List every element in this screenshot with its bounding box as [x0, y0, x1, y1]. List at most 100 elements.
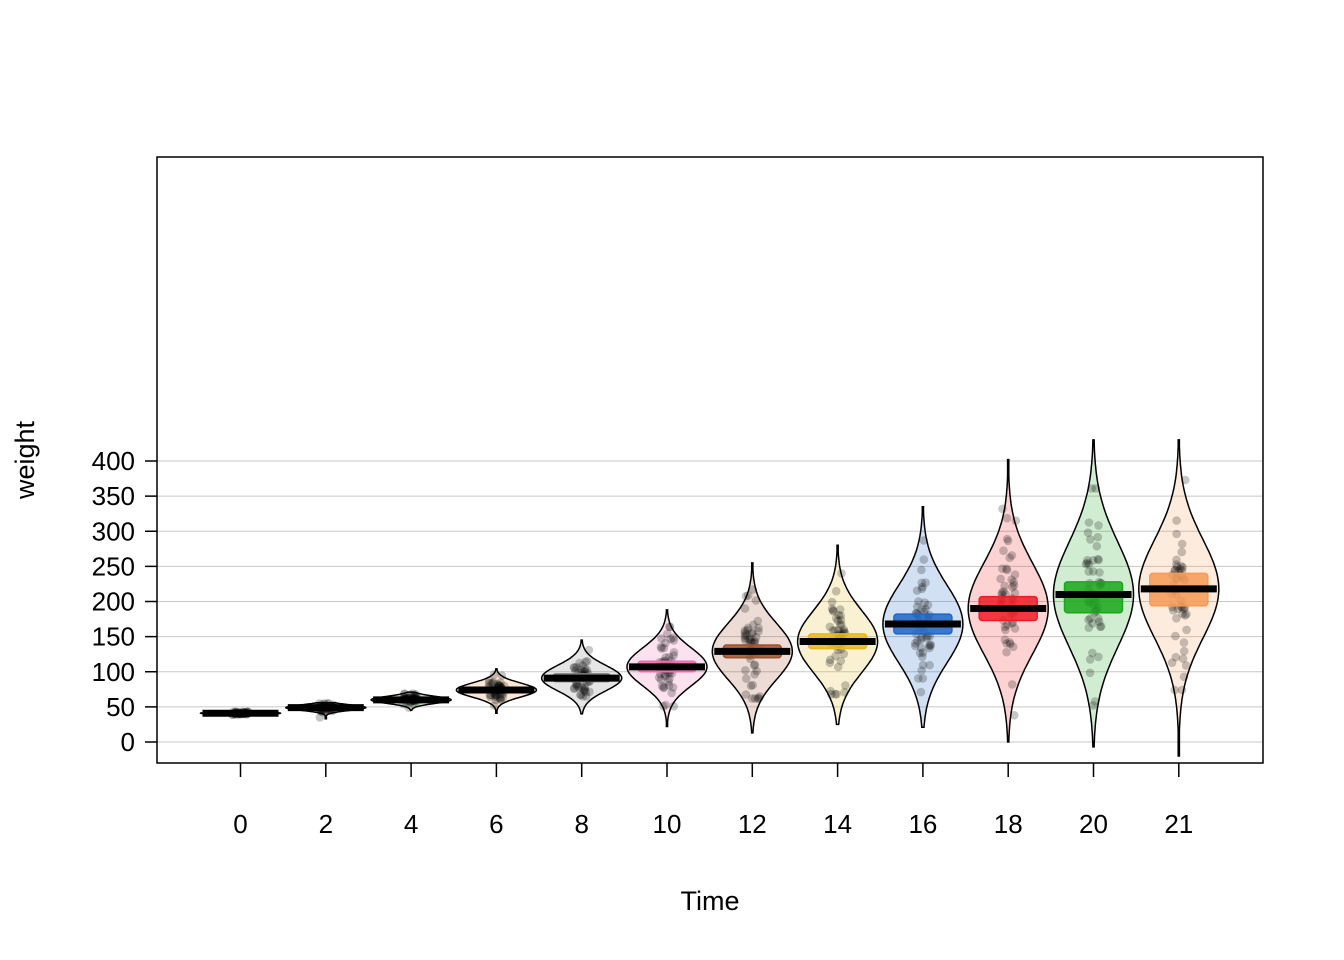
data-point	[669, 636, 679, 645]
data-point	[495, 694, 505, 704]
data-point	[1094, 521, 1103, 530]
data-point	[1096, 622, 1105, 632]
data-point	[924, 641, 934, 650]
data-point	[1088, 556, 1098, 565]
data-point	[1002, 564, 1011, 573]
data-point	[1002, 513, 1012, 523]
data-point	[315, 713, 325, 722]
data-point	[740, 604, 750, 613]
x-tick-label: 14	[823, 809, 852, 839]
data-point	[834, 610, 843, 620]
data-point	[1180, 611, 1190, 620]
data-point	[667, 688, 676, 698]
x-tick-label: 10	[653, 809, 682, 839]
data-point	[1093, 532, 1103, 542]
data-point	[1092, 541, 1102, 551]
data-point	[1178, 609, 1187, 619]
data-point	[496, 693, 505, 703]
data-point	[1010, 588, 1020, 598]
data-point	[659, 701, 668, 711]
data-point	[748, 585, 758, 594]
data-point	[831, 614, 841, 623]
y-tick-label: 150	[92, 622, 135, 652]
data-point	[917, 633, 926, 642]
data-point	[827, 604, 837, 614]
data-point	[1010, 570, 1020, 579]
data-point	[1083, 528, 1093, 537]
y-axis-title: weight	[10, 420, 40, 500]
data-point	[572, 662, 581, 672]
data-point	[1000, 622, 1010, 632]
data-point	[836, 611, 846, 621]
data-point	[1085, 655, 1095, 664]
data-point	[917, 666, 926, 675]
data-point	[1182, 609, 1191, 619]
data-point	[750, 670, 759, 679]
data-point	[748, 628, 757, 638]
data-point	[491, 695, 501, 705]
data-point	[661, 700, 670, 710]
data-point	[1084, 567, 1094, 576]
data-point	[496, 678, 505, 687]
data-point	[660, 671, 670, 681]
data-point	[1172, 560, 1181, 569]
data-point	[664, 681, 674, 690]
data-point	[577, 665, 586, 675]
data-point	[1001, 625, 1010, 635]
data-point	[741, 591, 751, 601]
data-point	[913, 636, 922, 646]
data-point	[754, 694, 764, 703]
data-point	[1010, 624, 1020, 633]
data-point	[912, 602, 922, 611]
data-point	[921, 604, 930, 614]
data-point	[576, 690, 585, 699]
data-point	[830, 626, 839, 635]
data-point	[1170, 685, 1179, 695]
data-point	[748, 680, 757, 690]
data-point	[665, 622, 674, 632]
data-point	[661, 653, 670, 662]
x-tick-label: 0	[233, 809, 247, 839]
data-point	[1002, 639, 1011, 648]
data-point	[1178, 654, 1188, 663]
data-point	[1172, 529, 1181, 539]
data-point	[1178, 563, 1187, 572]
data-point	[747, 694, 757, 703]
data-point	[1005, 553, 1014, 562]
data-point	[910, 641, 920, 651]
data-point	[999, 587, 1008, 596]
data-point	[825, 622, 835, 632]
data-point	[490, 692, 500, 701]
data-point	[408, 689, 418, 698]
data-point	[825, 658, 835, 668]
y-tick-label: 50	[106, 692, 135, 722]
data-point	[668, 683, 678, 692]
data-point	[497, 671, 507, 680]
data-point	[997, 588, 1006, 598]
data-point	[925, 660, 934, 670]
data-point	[916, 635, 926, 645]
data-point	[746, 637, 755, 647]
data-point	[1096, 622, 1106, 631]
data-point	[830, 689, 840, 699]
data-point	[1094, 652, 1103, 662]
x-axis-title: Time	[681, 886, 740, 916]
data-point	[659, 683, 669, 692]
data-point	[747, 637, 756, 646]
x-tick-label: 18	[994, 809, 1023, 839]
data-point	[496, 695, 506, 705]
data-point	[1084, 560, 1094, 569]
data-point	[1086, 535, 1095, 544]
data-point	[1088, 567, 1098, 576]
data-point	[750, 660, 760, 669]
data-point	[840, 688, 849, 697]
data-point	[656, 675, 666, 684]
data-point	[400, 689, 409, 698]
data-point	[833, 625, 843, 635]
y-tick-label: 400	[92, 446, 135, 476]
data-point	[1081, 559, 1091, 569]
data-point	[911, 638, 920, 648]
data-point	[665, 674, 674, 684]
data-point	[740, 633, 750, 643]
data-point	[489, 677, 499, 687]
